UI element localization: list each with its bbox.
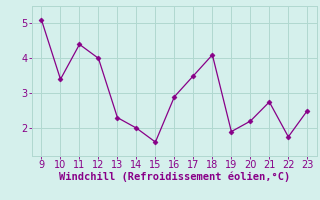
X-axis label: Windchill (Refroidissement éolien,°C): Windchill (Refroidissement éolien,°C)	[59, 172, 290, 182]
